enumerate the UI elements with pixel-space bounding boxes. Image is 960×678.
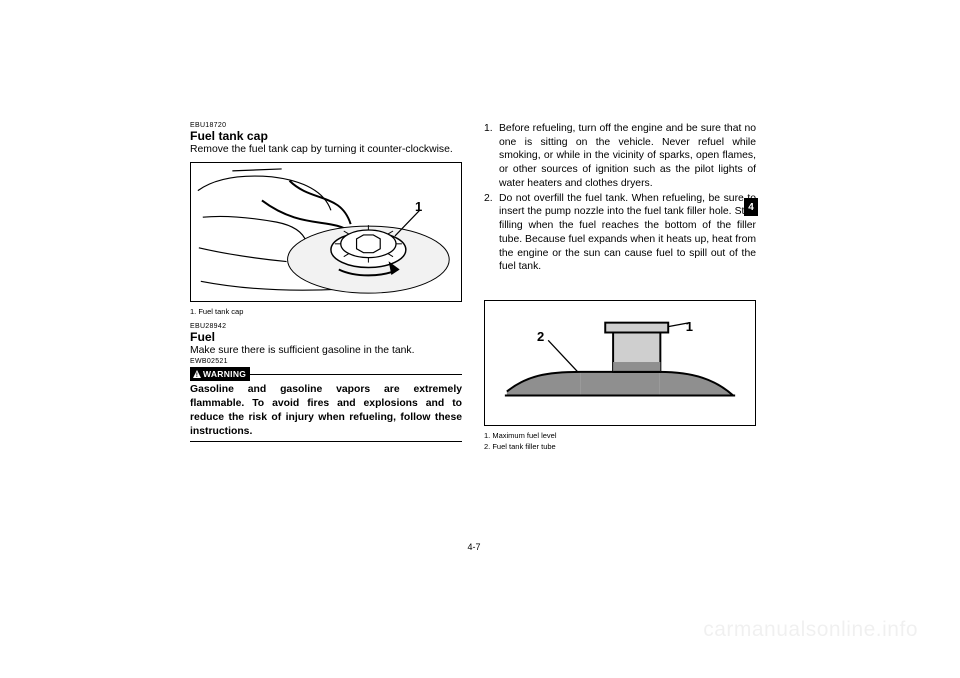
manual-page: EBU18720 Fuel tank cap Remove the fuel t… <box>190 122 758 552</box>
figure2-caption-1: 1. Maximum fuel level <box>484 431 756 440</box>
step-text: Before refueling, turn off the engine an… <box>499 122 756 191</box>
refueling-steps: 1. Before refueling, turn off the engine… <box>484 122 756 275</box>
ref-code: EBU18720 <box>190 122 462 129</box>
section-tab: 4 <box>744 198 758 216</box>
figure-fuel-tank-cap: 1 <box>190 162 462 302</box>
step-number: 2. <box>484 192 499 274</box>
step-number: 1. <box>484 122 499 191</box>
figure2-caption-2: 2. Fuel tank filler tube <box>484 442 756 451</box>
warning-body: Gasoline and gasoline vapors are extreme… <box>190 383 462 438</box>
body-text: Remove the fuel tank cap by turning it c… <box>190 143 462 157</box>
figure2-callout-1: 1 <box>686 319 693 334</box>
body-text: Make sure there is sufficient gasoline i… <box>190 344 462 358</box>
list-item: 2. Do not overfill the fuel tank. When r… <box>484 192 756 274</box>
warning-label-row: ! WARNING <box>190 367 462 381</box>
section-title-fuel-tank-cap: Fuel tank cap <box>190 129 462 143</box>
section-title-fuel: Fuel <box>190 330 462 344</box>
figure2-svg <box>485 301 755 425</box>
warning-rule <box>250 367 462 375</box>
ref-code: EWB02521 <box>190 358 462 365</box>
page-number: 4-7 <box>190 542 758 552</box>
list-item: 1. Before refueling, turn off the engine… <box>484 122 756 191</box>
figure2-callout-2: 2 <box>537 329 544 344</box>
warning-triangle-icon: ! <box>192 369 202 379</box>
figure1-caption: 1. Fuel tank cap <box>190 307 462 316</box>
watermark-text: carmanualsonline.info <box>703 618 918 642</box>
step-text: Do not overfill the fuel tank. When refu… <box>499 192 756 274</box>
left-column: EBU18720 Fuel tank cap Remove the fuel t… <box>190 122 462 552</box>
rule <box>190 441 462 442</box>
figure1-svg <box>191 163 461 301</box>
ref-code: EBU28942 <box>190 323 462 330</box>
warning-badge: ! WARNING <box>190 367 250 381</box>
figure1-callout-1: 1 <box>415 199 431 215</box>
figure-fuel-level: 1 2 <box>484 300 756 426</box>
warning-label-text: WARNING <box>203 369 246 379</box>
right-column: 1. Before refueling, turn off the engine… <box>484 122 756 552</box>
svg-text:!: ! <box>196 374 198 380</box>
